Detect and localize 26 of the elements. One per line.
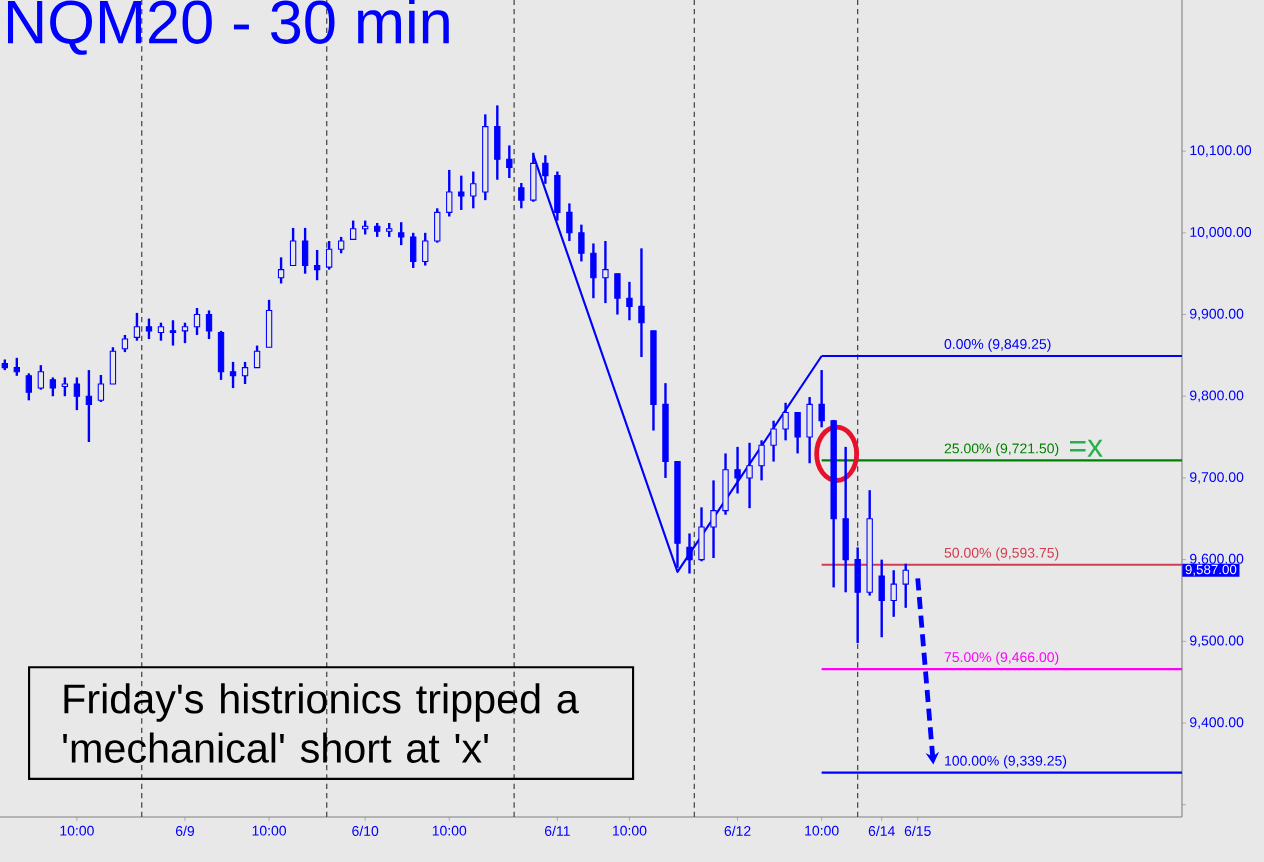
y-tick-label: 9,700.00	[1190, 472, 1244, 484]
text: 9,587.00	[1185, 564, 1237, 576]
x-tick-label: 6/14	[868, 825, 895, 836]
x-tick-label: 6/12	[724, 825, 751, 836]
y-tick-label: 9,400.00	[1190, 717, 1244, 729]
x-tick-label: 6/9	[175, 825, 195, 836]
x-tick-label: 10:00	[432, 825, 467, 836]
y-tick-label: 9,900.00	[1190, 308, 1244, 321]
x-tick-label: 6/10	[352, 825, 379, 836]
annotation: 50.00% (9,593.75)	[944, 547, 1059, 561]
x-tick-label: 10:00	[612, 825, 647, 836]
annotation: 75.00% (9,466.00)	[944, 651, 1059, 665]
y-tick-label: 9,500.00	[1190, 635, 1244, 648]
x-tick-label: 10:00	[252, 825, 287, 836]
x-tick-label: 10:00	[805, 825, 839, 836]
annotation: 0.00% (9,849.25)	[944, 338, 1051, 352]
annotation: =x	[1069, 439, 1103, 457]
x-tick-label: 10:00	[60, 825, 94, 836]
x-tick-label: 6/15	[904, 825, 931, 836]
y-tick-label: 10,100.00	[1190, 145, 1252, 157]
annotation: 100.00% (9,339.25)	[945, 755, 1067, 769]
annotation: Friday's histrionics tripped a 'mechanical' short at 'x'	[63, 683, 579, 763]
x-tick-label: 6/11	[544, 825, 570, 836]
y-tick-label: 10,000.00	[1190, 227, 1252, 239]
y-tick-label: 9,800.00	[1190, 390, 1244, 403]
annotation: 25.00% (9,721.50)	[944, 443, 1059, 457]
